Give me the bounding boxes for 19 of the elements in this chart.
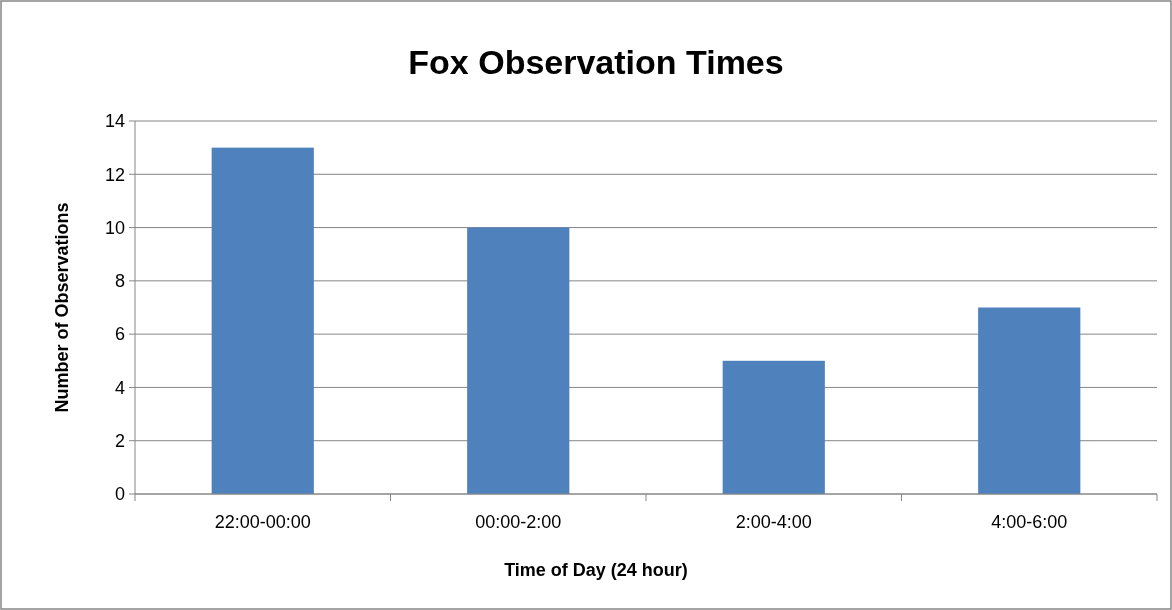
x-tick-label: 00:00-2:00 bbox=[475, 512, 562, 532]
bar bbox=[978, 307, 1081, 494]
y-tick-label: 6 bbox=[114, 324, 125, 345]
chart-title: Fox Observation Times bbox=[408, 43, 784, 81]
y-tick-label: 8 bbox=[114, 271, 125, 292]
bar bbox=[211, 147, 314, 494]
y-tick-label: 12 bbox=[104, 164, 125, 185]
y-tick-label: 4 bbox=[114, 377, 125, 398]
bar bbox=[467, 227, 570, 494]
x-axis-title: Time of Day (24 hour) bbox=[504, 560, 688, 580]
y-tick-label: 10 bbox=[104, 217, 125, 238]
y-tick-label: 2 bbox=[114, 431, 125, 452]
x-tick-label: 2:00-4:00 bbox=[735, 512, 812, 532]
x-tick-label: 4:00-6:00 bbox=[991, 512, 1068, 532]
x-tick-label: 22:00-00:00 bbox=[214, 512, 311, 532]
y-axis-title: Number of Observations bbox=[52, 202, 72, 413]
bar bbox=[722, 360, 825, 494]
y-tick-label: 14 bbox=[104, 111, 125, 132]
y-tick-label: 0 bbox=[114, 484, 125, 505]
